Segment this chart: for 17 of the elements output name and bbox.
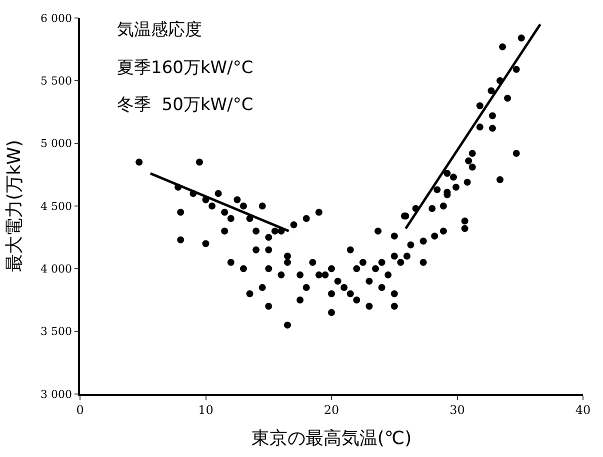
y-tick-label: 3 500 [40, 325, 72, 338]
x-tick-label: 30 [450, 403, 465, 418]
x-tick-label: 10 [198, 403, 214, 418]
y-tick-label: 6 000 [40, 12, 72, 25]
annotation: 冬季 50万kW/°C [117, 95, 254, 115]
x-axis-title: 東京の最高気温(℃) [251, 428, 412, 449]
x-tick-label: 0 [76, 403, 84, 418]
x-tick-label: 40 [575, 403, 591, 418]
annotation: 夏季160万kW/°C [117, 58, 254, 78]
y-tick-label: 4 000 [40, 262, 72, 276]
x-tick-label: 20 [324, 403, 340, 418]
y-tick-label: 4 500 [40, 200, 72, 213]
y-axis-title: 最大電力(万kW) [4, 140, 26, 272]
annotation: 気温感応度 [117, 20, 202, 40]
y-tick-label: 5 500 [40, 74, 72, 88]
y-tick-label: 3 000 [40, 388, 72, 401]
y-tick-label: 5 000 [40, 137, 72, 150]
